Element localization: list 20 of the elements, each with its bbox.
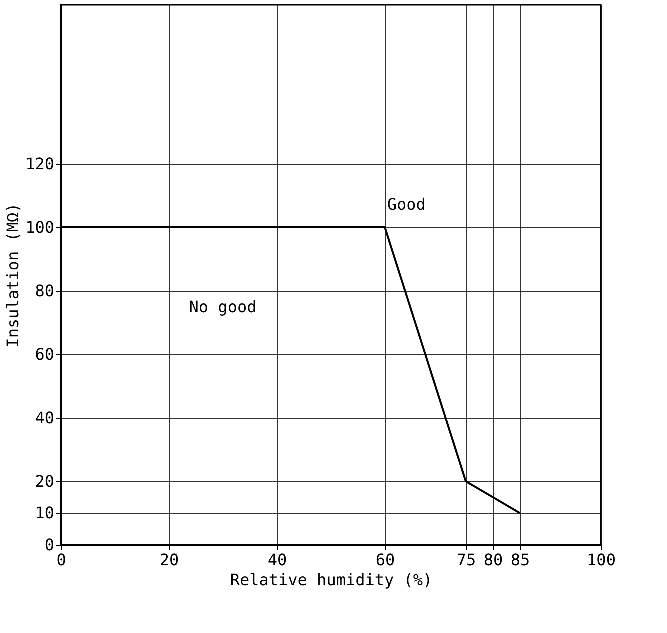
annotation: No good	[189, 297, 257, 316]
y-tick-label: 0	[44, 536, 54, 554]
annotation: Good	[387, 194, 426, 214]
x-tick-label: 75	[456, 550, 476, 570]
x-tick-label: 85	[510, 550, 530, 570]
y-tick-label: 100	[26, 218, 54, 237]
x-tick-label: 20	[160, 550, 180, 570]
y-tick-label: 60	[35, 344, 54, 364]
y-axis-title: Insulation (MΩ)	[4, 203, 23, 348]
x-tick-label: 100	[587, 550, 616, 570]
x-axis-title: Relative humidity (%)	[230, 570, 433, 590]
x-tick-label: 40	[268, 550, 288, 570]
x-tick-label: 0	[56, 550, 66, 570]
x-tick-label: 80	[484, 550, 504, 570]
y-tick-label: 80	[35, 281, 54, 300]
y-tick-label: 120	[26, 154, 54, 174]
x-tick-label: 60	[376, 550, 396, 570]
y-tick-label: 20	[35, 472, 54, 491]
y-tick-label: 40	[35, 408, 54, 428]
y-tick-label: 10	[35, 504, 54, 523]
